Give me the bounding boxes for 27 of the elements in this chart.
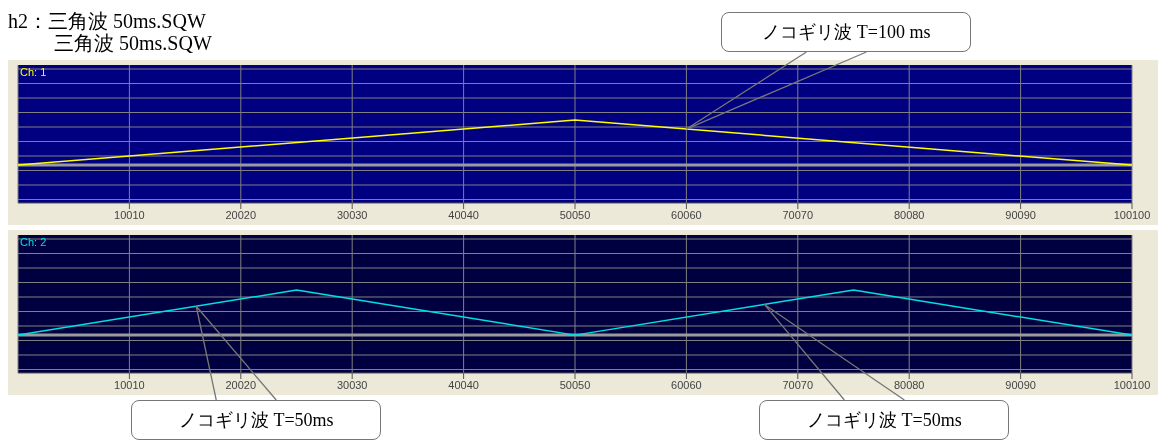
x-tick-label: 90090 [1005,378,1036,391]
text: Ch: 1 [20,66,47,78]
x-tick-label: 70070 [782,208,814,221]
x-tick-label: 50050 [559,208,591,221]
x-tick-label: 50050 [559,378,591,391]
x-tick-label: 40040 [448,378,479,391]
x-tick-label: 70070 [782,378,814,391]
chart-subtitle: 三角波 50ms.SQW [54,31,212,56]
x-tick-label: 80080 [893,378,925,391]
x-tick-label: 80080 [893,208,925,221]
x-tick-label: 90090 [1005,208,1036,221]
x-tick-label: 30030 [336,378,368,391]
x-tick-label: 100100 [1113,208,1151,221]
text: ノコギリ波 T=100 ms [721,12,972,52]
x-tick-label: 60060 [671,378,702,391]
x-tick-label: 10010 [114,378,145,391]
x-tick-label: 40040 [448,208,479,221]
x-tick-label: 10010 [114,208,145,221]
x-tick-label: 20020 [225,208,257,221]
text: ノコギリ波 T=50ms [759,400,1010,440]
x-tick-label: 30030 [336,208,368,221]
text: ノコギリ波 T=50ms [131,400,382,440]
chart-title: h2：三角波 50ms.SQW [8,9,206,33]
x-tick-label: 60060 [671,208,702,221]
text: Ch: 2 [20,236,47,248]
x-tick-label: 100100 [1113,378,1151,391]
x-tick-label: 20020 [225,378,257,391]
